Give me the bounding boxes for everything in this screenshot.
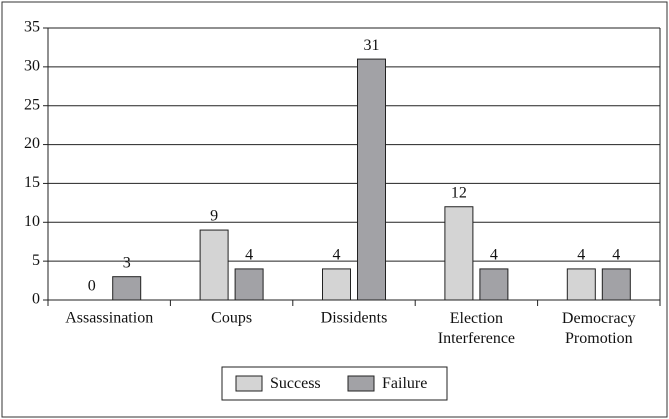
bar [601, 268, 631, 301]
value-label: 3 [123, 254, 131, 271]
value-label: 31 [364, 37, 380, 54]
y-tick-label: 0 [32, 291, 40, 308]
y-tick-label: 30 [24, 58, 40, 75]
bar [322, 268, 351, 301]
x-tick-label: Election Interference [438, 310, 515, 347]
y-tick-label: 25 [24, 96, 40, 113]
bar [199, 229, 229, 301]
value-label: 4 [333, 247, 341, 264]
y-tick-label: 5 [32, 252, 40, 269]
y-tick-label: 15 [24, 174, 40, 191]
legend-swatch [235, 375, 263, 392]
bar [566, 268, 596, 301]
value-label: 4 [577, 247, 585, 264]
bar [444, 206, 474, 301]
value-label: 4 [245, 247, 253, 264]
value-label: 0 [88, 278, 96, 295]
bar [112, 276, 142, 301]
value-label: 12 [451, 184, 467, 201]
legend-label: Failure [382, 375, 427, 392]
x-tick-label: Coups [211, 310, 252, 327]
x-tick-label: Dissidents [321, 310, 388, 327]
x-tick-label: Assassination [65, 310, 153, 327]
y-tick-label: 10 [24, 213, 40, 230]
value-label: 4 [612, 247, 620, 264]
x-tick-label: Democracy Promotion [562, 310, 636, 347]
bar [357, 58, 386, 301]
value-label: 9 [210, 208, 218, 225]
y-tick-label: 35 [24, 19, 40, 36]
value-label: 4 [490, 247, 498, 264]
bar [479, 268, 509, 301]
bar [234, 268, 264, 301]
legend-label: Success [270, 375, 321, 392]
y-tick-label: 20 [24, 135, 40, 152]
legend-swatch [347, 375, 375, 392]
